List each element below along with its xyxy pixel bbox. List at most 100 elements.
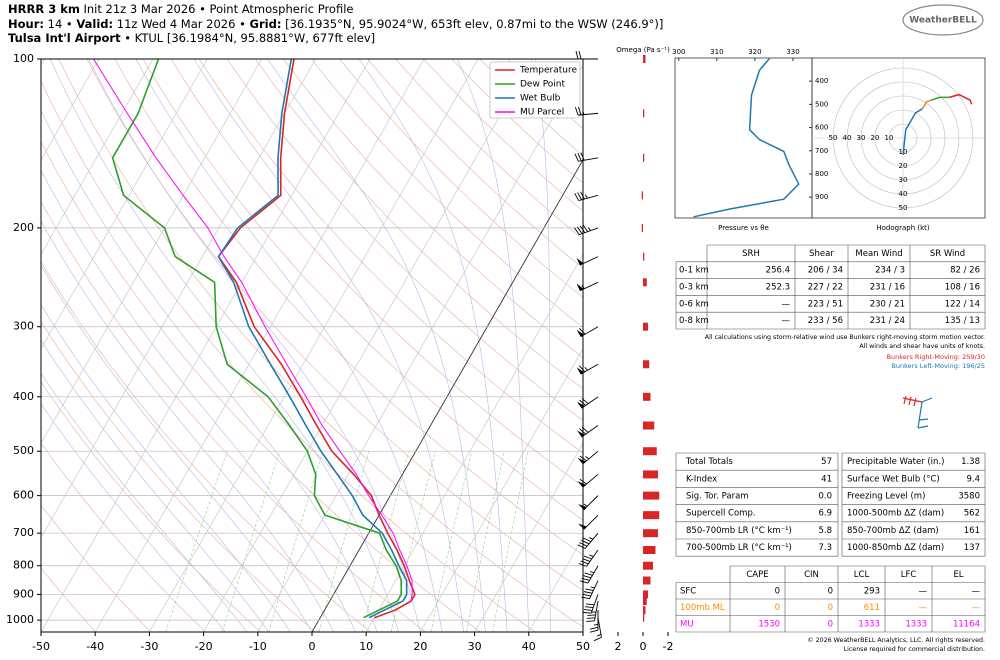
barb-flag <box>577 401 585 409</box>
barb-feather <box>577 106 582 116</box>
barb-feather <box>577 153 582 161</box>
dry-adiabat <box>41 567 96 632</box>
barb-feather <box>582 558 591 562</box>
table-cell: MU <box>680 619 694 629</box>
barb-feather <box>581 596 590 600</box>
station-info: • KTUL [36.1984°N, 95.8881°W, 677ft elev… <box>124 31 376 45</box>
barb-feather <box>579 428 587 435</box>
table-cell: 233 / 56 <box>808 316 843 326</box>
wind-barb <box>577 474 599 488</box>
table-cell: 0 <box>828 619 833 629</box>
dry-adiabat <box>41 504 151 632</box>
barb-feather <box>577 226 583 234</box>
barb-feather <box>597 633 602 637</box>
barb-flag <box>577 481 586 488</box>
barb-feather <box>575 50 579 60</box>
y-tick-label: 800 <box>815 170 828 178</box>
barb-staff <box>589 580 599 599</box>
barb-feather <box>589 629 599 633</box>
ring-label: 50 <box>899 204 908 212</box>
y-tick-label: 800 <box>13 559 34 572</box>
table-cell: 5.8 <box>818 526 832 536</box>
mixing-ratio-line <box>492 451 529 632</box>
mixing-ratio-line <box>318 451 370 632</box>
barb-feather <box>582 110 585 115</box>
dry-adiabat <box>198 59 583 454</box>
x-tick-label: 320 <box>748 48 761 56</box>
barb-feather <box>574 193 580 201</box>
wind-barb <box>574 224 599 236</box>
wind-barb <box>576 326 599 338</box>
omega-bar <box>643 511 660 520</box>
wind-barb <box>574 191 599 201</box>
profile-line <box>111 59 403 619</box>
barb-staff <box>582 450 599 465</box>
range-ring <box>874 109 932 167</box>
y-tick-label: 600 <box>815 124 828 132</box>
profile-line <box>93 59 413 602</box>
wind-barb <box>581 580 599 600</box>
table-cell: 293 <box>864 586 880 596</box>
legend-label: Wet Bulb <box>520 94 561 104</box>
barb-staff <box>581 396 599 409</box>
table-cell: EL <box>953 570 963 580</box>
y-tick-label: 100 <box>13 52 34 65</box>
dry-adiabat <box>41 80 536 632</box>
table-cell: CIN <box>804 570 819 580</box>
omega-bar <box>643 613 645 622</box>
barb-feather <box>586 617 596 619</box>
wind-barb <box>582 594 599 614</box>
label: Grid: <box>249 16 282 31</box>
wind-barb <box>577 532 599 549</box>
moist-adiabat <box>41 339 269 632</box>
x-tick-label: -40 <box>86 640 104 653</box>
header-line: Tulsa Int'l Airport • KTUL [36.1984°N, 9… <box>8 31 663 46</box>
y-tick-label: 700 <box>815 147 828 155</box>
dry-adiabat <box>58 59 583 628</box>
table-cell: 0 <box>775 603 780 613</box>
x-tick-label: -10 <box>249 640 267 653</box>
barb-feather <box>587 226 591 231</box>
wind-barb <box>578 495 599 511</box>
barb-feather <box>574 227 580 236</box>
isotherm <box>41 59 100 161</box>
isotherm <box>41 59 208 350</box>
x-tick-label: 10 <box>359 640 373 653</box>
x-tick-label: -2 <box>663 640 674 653</box>
moist-adiabat <box>41 264 313 632</box>
barb-flag <box>576 367 585 375</box>
omega-bar <box>643 447 657 456</box>
y-tick-label: 400 <box>815 77 828 85</box>
table-cell: 57 <box>821 457 832 467</box>
barb-feather <box>578 365 586 373</box>
table-cell: 223 / 51 <box>808 299 843 309</box>
barb-feather <box>581 285 585 289</box>
x-tick-label: 330 <box>786 48 799 56</box>
barb-staff <box>587 565 599 584</box>
table-cell: 234 / 3 <box>875 266 905 276</box>
ring-label: 20 <box>899 162 908 170</box>
omega-bar <box>643 590 648 599</box>
omega-bar <box>643 546 656 555</box>
header-line: Hour: 14 • Valid: 11z Wed 4 Mar 2026 • G… <box>8 17 663 32</box>
moist-adiabat <box>41 109 378 632</box>
dry-adiabat <box>226 59 583 421</box>
table-cell: 562 <box>964 509 980 519</box>
table-cell: 0 <box>775 586 780 596</box>
legend-label: MU Parcel <box>520 108 564 118</box>
barb-feather <box>583 555 592 560</box>
wind-barb <box>577 450 599 465</box>
omega-bar <box>643 322 648 331</box>
omega-bar <box>643 278 647 287</box>
barb-flag <box>578 523 587 530</box>
wind-barb <box>579 565 599 584</box>
barb-staff <box>578 112 599 116</box>
moist-adiabat <box>41 372 248 632</box>
x-tick-label: -30 <box>140 640 158 653</box>
barb-feather <box>583 503 588 507</box>
grid: [36.1935°N, 95.9024°W, 653ft elev, 0.87m… <box>285 16 664 31</box>
barb-feather <box>578 50 582 60</box>
mixing-ratio-line <box>430 451 472 632</box>
barb-staff <box>581 425 599 438</box>
